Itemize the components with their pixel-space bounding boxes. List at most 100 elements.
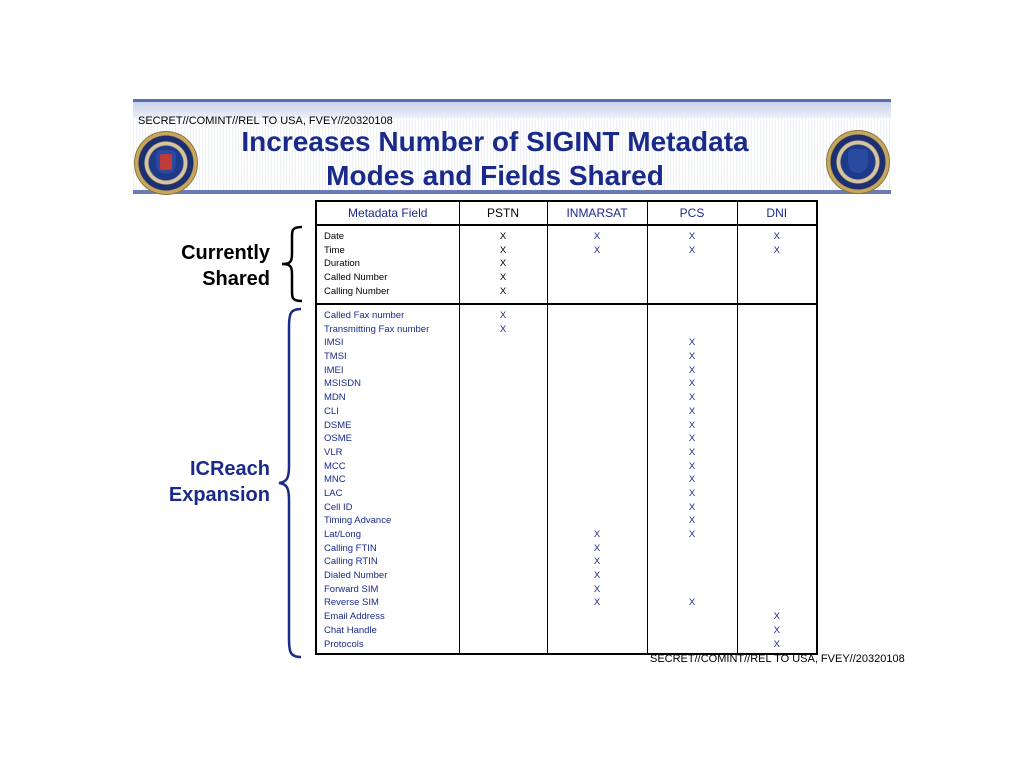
field-name-cell: Lat/Long [324,529,361,540]
pcs-mark-cell: X [688,351,696,363]
pstn-mark-cell [460,350,547,364]
field-name-cell: Date [324,231,345,242]
dni-mark-cell [738,350,817,364]
pstn-mark-cell [460,460,547,474]
pcs-mark-cell [648,323,737,337]
dni-mark-cell: X [773,624,780,636]
dni-mark-cell [738,446,817,460]
field-name-cell: MSISDN [324,378,361,390]
table-header-row: Metadata Field PSTN INMARSAT PCS DNI [316,201,817,226]
pcs-mark-cell [648,542,737,556]
field-name-cell: TMSI [324,351,347,363]
currently-shared-group: Date Time Duration Called Number Calling Num… [316,225,817,305]
field-name-cell: VLR [324,446,343,458]
field-name-cell: Email Address [324,611,385,623]
inmarsat-mark-cell: X [593,244,601,256]
pstn-mark-cell [460,364,547,378]
field-name-cell: IMSI [324,337,344,349]
dni-mark-cell [738,364,817,378]
inmarsat-mark-cell [548,473,647,487]
dni-mark-cell [738,419,817,433]
pcs-mark-cell: X [688,244,696,256]
pstn-mark-cell: X [499,310,507,321]
dni-mark-cell [738,405,817,419]
inmarsat-mark-cell: X [593,542,601,554]
pcs-mark-cell: X [688,378,696,390]
pstn-mark-cell [460,610,547,624]
pstn-mark-cell: X [499,231,507,242]
inmarsat-mark-cell [548,323,647,337]
pcs-mark-cell [648,583,737,597]
field-name-cell: Time [324,244,345,256]
pstn-mark-cell [460,419,547,433]
icreach-line-1: ICReach [189,458,270,480]
inmarsat-mark-cell [548,377,647,391]
pstn-mark-cell [460,514,547,528]
inmarsat-mark-cell [548,624,647,638]
dni-mark-cell [738,528,817,542]
pcs-mark-cell: X [688,231,696,242]
shield-emblem-icon [160,154,172,170]
pstn-mark-cell [460,391,547,405]
pcs-mark-cell [648,610,737,624]
dni-mark-cell [738,569,817,583]
dni-mark-cell [738,377,817,391]
pstn-mark-cell [460,446,547,460]
title-line-2: Modes and Fields Shared [326,160,664,191]
pcs-mark-cell: X [688,529,696,540]
pcs-mark-cell: X [688,515,696,527]
header-pstn: PSTN [458,201,547,226]
field-name-cell: CLI [324,405,339,417]
inmarsat-mark-cell [548,309,647,323]
pcs-mark-cell: X [688,433,696,445]
inmarsat-mark-cell [548,285,647,299]
dni-mark-cell [738,555,817,569]
inmarsat-mark-cell [548,271,647,285]
dni-mark-cell [738,487,817,501]
pstn-mark-cell [460,377,547,391]
header-inmarsat: INMARSAT [546,201,647,226]
currently-shared-label: Currently Shared [150,240,270,292]
field-name-cell: DSME [324,419,352,431]
group1-fields: Date Time Duration Called Number Calling Num… [317,226,459,298]
dni-mark-cell [738,501,817,515]
inmarsat-mark-cell: X [593,556,601,568]
inmarsat-mark-cell: X [593,597,601,609]
field-name-cell: Reverse SIM [324,597,379,609]
inmarsat-mark-cell: X [593,570,601,582]
inmarsat-mark-cell: X [593,583,601,595]
field-name-cell: Forward SIM [324,583,379,595]
dni-mark-cell [738,460,817,474]
pcs-mark-cell: X [688,597,696,609]
field-name-cell: Calling RTIN [324,556,378,568]
dni-mark-cell [738,285,817,299]
pcs-mark-cell [648,624,737,638]
pstn-mark-cell [460,583,547,597]
pstn-mark-cell [460,624,547,638]
header-banner [133,99,891,194]
pstn-mark-cell: X [499,323,507,335]
field-name-cell: Dialed Number [324,570,388,582]
pstn-mark-cell: X [499,244,507,256]
header-metadata-field: Metadata Field [316,201,459,226]
slide-title: Increases Number of SIGINT Metadata Mode… [170,125,820,193]
field-name-cell: IMEI [324,364,344,376]
nsa-seal-icon [134,131,198,195]
dni-mark-cell: X [773,244,780,256]
pcs-mark-cell: X [688,487,696,499]
dni-mark-cell [738,391,817,405]
pcs-mark-cell: X [688,419,696,431]
dni-mark-cell [738,514,817,528]
currently-shared-brace [281,225,303,303]
pcs-mark-cell: X [688,446,696,458]
pstn-mark-cell [460,569,547,583]
dni-mark-cell [738,336,817,350]
currently-line-1: Currently [181,242,270,264]
css-emblem-icon [848,149,868,173]
pcs-mark-cell [648,285,737,299]
classification-bottom: SECRET//COMINT//REL TO USA, FVEY//203201… [650,653,905,665]
dni-mark-cell: X [773,611,780,623]
field-name-cell: Duration [324,258,360,270]
